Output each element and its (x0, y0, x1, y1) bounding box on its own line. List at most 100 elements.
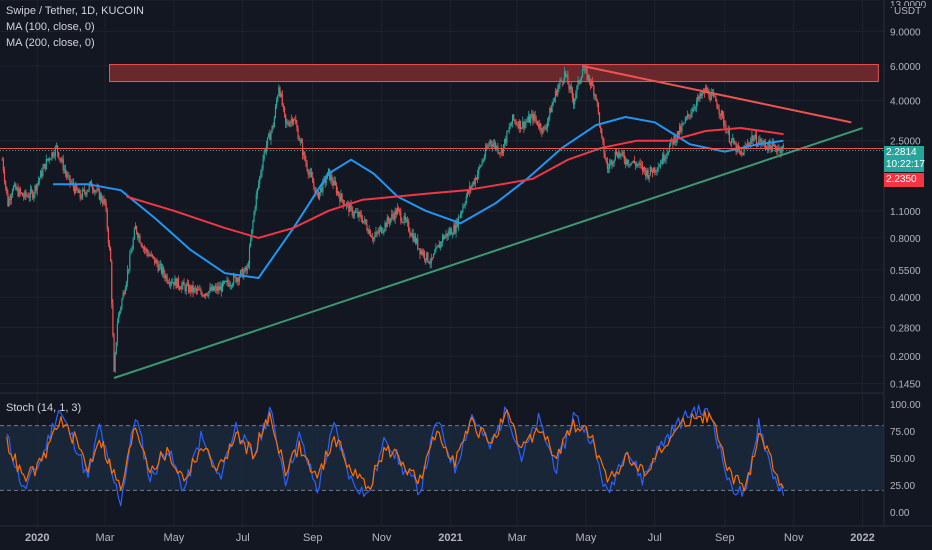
candle-body (295, 119, 297, 125)
candle-body (286, 122, 288, 124)
candle-body (259, 176, 261, 184)
candle-body (112, 303, 114, 336)
candle-body (237, 278, 239, 282)
price-axis-label: 0.1450 (890, 380, 921, 391)
time-axis[interactable]: 2020 Mar May Jul Sep Nov 2021 Mar May Jul Sep Nov 20… (25, 532, 875, 544)
candle-body (563, 71, 566, 81)
candle-body (560, 80, 562, 82)
candle-body (298, 138, 300, 141)
candle-body (102, 200, 104, 204)
candle-body (370, 236, 373, 238)
candle-body (686, 114, 689, 118)
resistance-zone[interactable] (109, 64, 879, 83)
candle-body (46, 158, 49, 160)
candle-body (357, 212, 359, 217)
candle-body (746, 143, 748, 147)
candle-body (423, 251, 426, 259)
ma-price-tag: 2.2350 (884, 173, 924, 187)
candle-body (732, 138, 734, 140)
candle-body (440, 242, 443, 243)
candle-body (289, 122, 291, 126)
symbol-legend[interactable]: Swipe / Tether, 1D, KUCOIN (6, 5, 144, 17)
candle-body (172, 282, 174, 284)
candle-body (190, 285, 192, 292)
price-axis[interactable]: 9.0000 6.0000 4.0000 2.5000 1.1000 0.8000 0.55… (890, 0, 927, 391)
candle-body (570, 85, 572, 91)
candle-body (511, 114, 514, 124)
candle-body (681, 124, 683, 132)
candle-body (480, 165, 482, 167)
candle-body (604, 154, 606, 159)
candle-body (543, 126, 545, 129)
candle-body (69, 175, 71, 183)
resistance-trendline[interactable] (582, 65, 852, 124)
stoch-d-line[interactable] (6, 409, 785, 492)
ma100-line[interactable] (53, 116, 784, 279)
ma200-line[interactable] (126, 127, 784, 239)
candle-body (31, 189, 33, 192)
candle-body (612, 162, 614, 165)
candle-body (387, 217, 389, 221)
candle-body (272, 125, 274, 128)
candle-body (763, 141, 765, 144)
candle-body (2, 159, 4, 172)
candle-body (360, 214, 362, 220)
candle-body (579, 80, 581, 84)
candle-body (775, 145, 777, 150)
ma100-legend[interactable]: MA (100, close, 0) (6, 21, 95, 33)
candle-body (40, 171, 42, 179)
candle-body (87, 189, 89, 192)
candle-body (437, 244, 439, 247)
candle-body (351, 207, 353, 216)
candle-body (404, 216, 406, 221)
candle-body (123, 292, 125, 295)
candle-body (390, 218, 392, 223)
candle-body (243, 271, 245, 278)
candle-body (723, 115, 725, 126)
candle-body (495, 143, 497, 149)
candle-body (224, 281, 226, 284)
candle-body (672, 140, 674, 145)
candle-body (54, 146, 56, 156)
candle-body (467, 191, 470, 193)
candle-body (541, 130, 543, 133)
candle-body (571, 90, 573, 98)
candle-body (526, 120, 528, 122)
candle-body (149, 254, 151, 256)
candle-body (241, 269, 243, 271)
candle-body (353, 211, 356, 215)
candle-body (273, 117, 275, 128)
candle-body (695, 101, 698, 108)
candle-body (195, 288, 198, 291)
candle-body (230, 285, 233, 287)
candle-body (640, 164, 642, 166)
trendlines (0, 65, 884, 379)
candle-body (185, 285, 187, 292)
candle-body (558, 84, 560, 89)
candle-body (49, 158, 51, 160)
candle-body (762, 141, 764, 144)
stoch-axis[interactable]: 100.00 75.00 50.00 25.00 0.00 (890, 400, 921, 519)
candle-body (435, 247, 437, 253)
candle-body (198, 289, 200, 291)
candle-body (184, 285, 186, 292)
support-trendline[interactable] (113, 127, 863, 379)
candle-body (193, 287, 195, 293)
candle-body (25, 191, 27, 196)
candle-body (281, 93, 283, 106)
candle-body (627, 159, 629, 165)
candle-body (318, 191, 321, 199)
candle-body (181, 285, 183, 290)
candle-body (489, 140, 491, 145)
candle-body (96, 188, 98, 191)
stoch-legend[interactable]: Stoch (14, 1, 3) (6, 402, 82, 414)
candle-body (759, 139, 761, 142)
candle-body (434, 252, 436, 255)
candle-body (683, 122, 685, 124)
resistance-zone-layer (109, 64, 879, 83)
stoch-k-line[interactable] (6, 404, 785, 507)
candle-body (621, 151, 623, 154)
ma200-legend[interactable]: MA (200, close, 0) (6, 37, 95, 49)
candle-body (664, 158, 666, 161)
